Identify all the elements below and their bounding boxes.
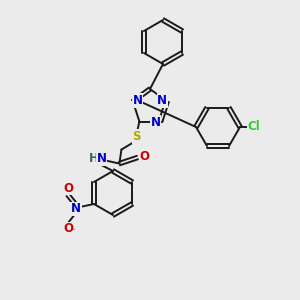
Text: O: O: [63, 182, 73, 194]
Text: N: N: [133, 94, 143, 107]
Text: H: H: [88, 152, 98, 165]
Text: N: N: [96, 152, 106, 165]
Text: Cl: Cl: [248, 121, 260, 134]
Text: N: N: [151, 116, 160, 129]
Text: ⁻: ⁻: [70, 227, 75, 236]
Text: N: N: [71, 202, 81, 215]
Text: O: O: [63, 223, 73, 236]
Text: N: N: [157, 94, 167, 107]
Text: O: O: [140, 150, 149, 163]
Text: S: S: [132, 130, 141, 143]
